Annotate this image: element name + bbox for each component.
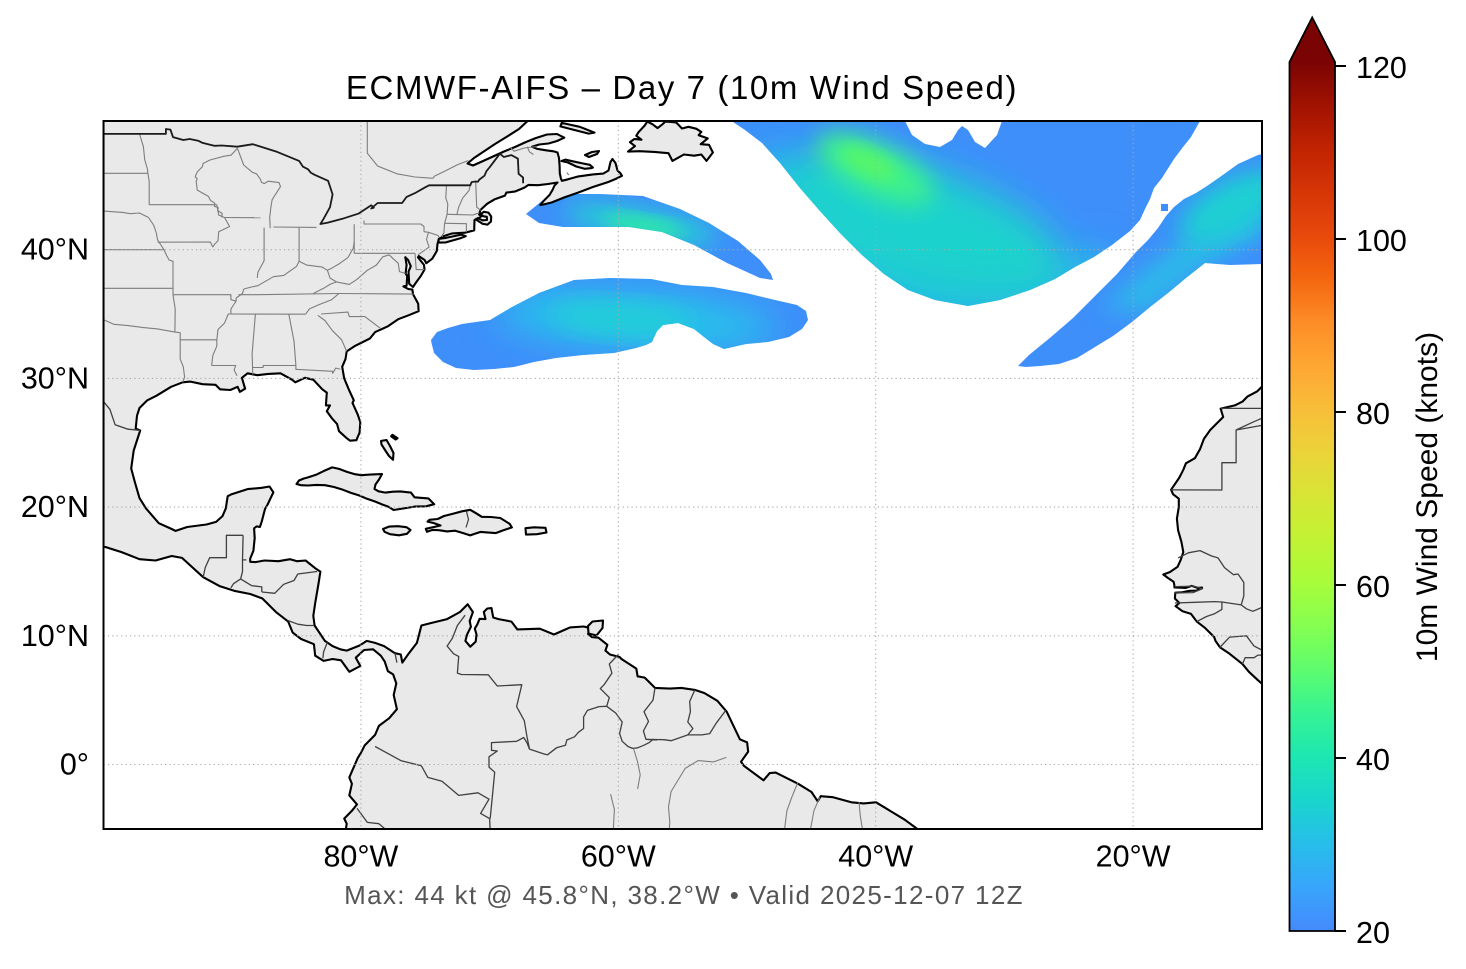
svg-text:20: 20 <box>1356 916 1390 950</box>
svg-text:20°W: 20°W <box>1096 840 1171 874</box>
svg-text:ECMWF-AIFS – Day 7 (10m Wind S: ECMWF-AIFS – Day 7 (10m Wind Speed) <box>346 69 1018 106</box>
svg-text:40: 40 <box>1356 743 1390 777</box>
svg-text:80°W: 80°W <box>323 840 398 874</box>
svg-text:20°N: 20°N <box>21 490 89 524</box>
svg-text:120: 120 <box>1356 51 1407 85</box>
svg-text:30°N: 30°N <box>21 361 89 395</box>
svg-text:10m Wind Speed (knots): 10m Wind Speed (knots) <box>1411 332 1444 662</box>
svg-text:60: 60 <box>1356 570 1390 604</box>
svg-text:100: 100 <box>1356 224 1407 258</box>
svg-text:0°: 0° <box>60 748 89 782</box>
svg-text:Max: 44 kt @ 45.8°N, 38.2°W •: Max: 44 kt @ 45.8°N, 38.2°W • Valid 2025… <box>344 880 1024 910</box>
svg-text:10°N: 10°N <box>21 619 89 653</box>
svg-text:40°N: 40°N <box>21 233 89 267</box>
svg-text:60°W: 60°W <box>581 840 656 874</box>
svg-text:40°W: 40°W <box>838 840 913 874</box>
svg-text:80: 80 <box>1356 397 1390 431</box>
